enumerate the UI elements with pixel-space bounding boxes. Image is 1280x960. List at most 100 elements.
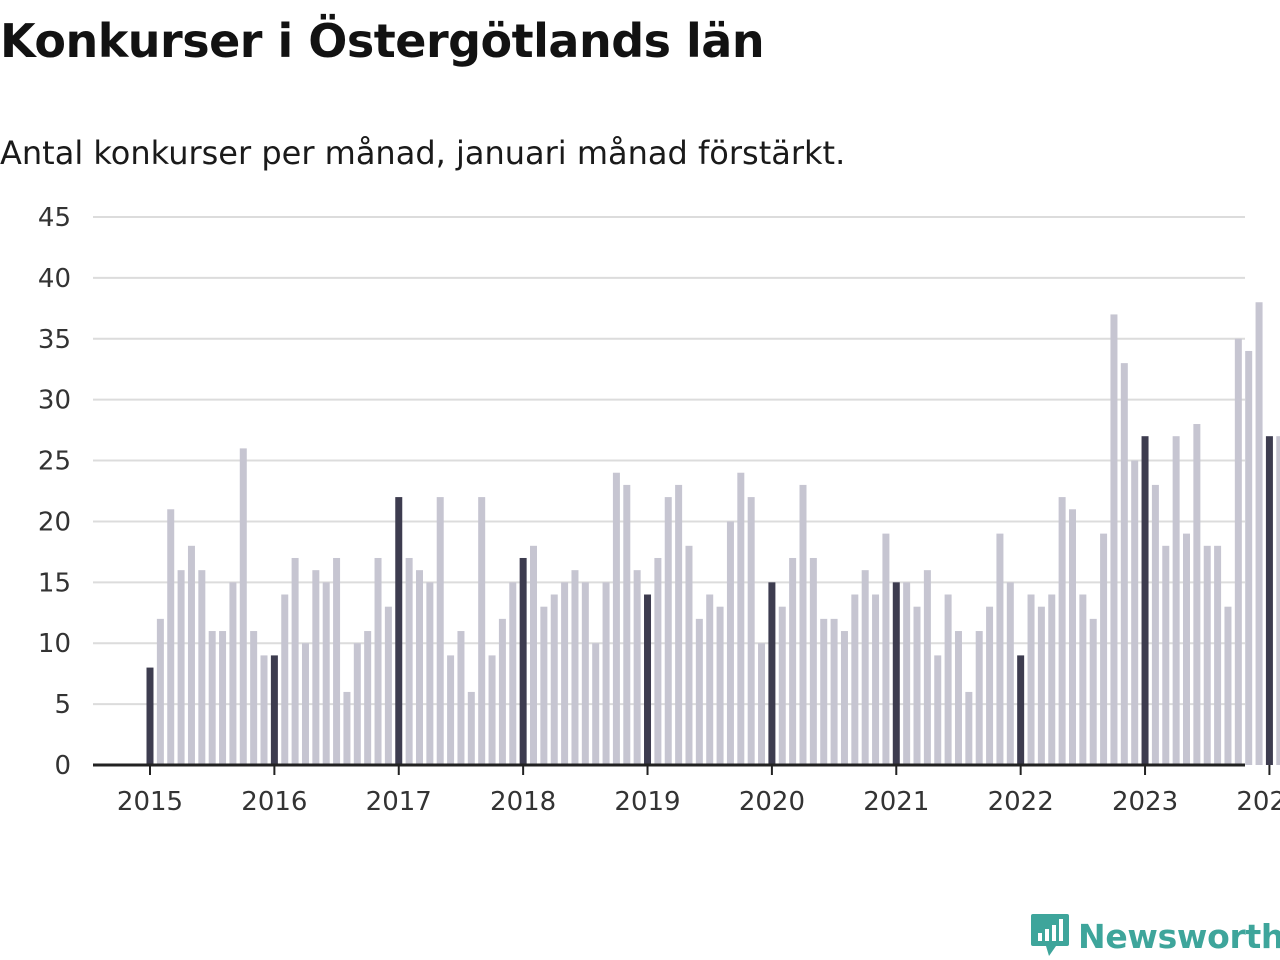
bar-2022-06 <box>1068 509 1076 765</box>
bar-2019-04 <box>675 484 683 765</box>
bar-2024-01 <box>1265 436 1273 765</box>
bar-2023-02 <box>1151 484 1159 765</box>
y-tick-label: 15 <box>38 568 71 598</box>
bar-2022-10 <box>1110 314 1118 765</box>
bar-2018-02 <box>530 545 537 765</box>
bar-2020-08 <box>840 631 848 765</box>
x-tick-label: 2024 <box>1236 787 1280 817</box>
bar-2021-03 <box>913 606 921 765</box>
bar-2017-01 <box>395 497 403 765</box>
x-axis <box>93 763 1271 775</box>
bar-2021-09 <box>975 631 983 765</box>
bar-2023-03 <box>1162 545 1170 765</box>
bar-2016-11 <box>374 557 382 765</box>
newsworthy-logo: Newsworthy <box>1030 910 1280 960</box>
bar-2015-06 <box>198 570 206 765</box>
bar-2021-02 <box>903 582 911 765</box>
bar-2016-06 <box>322 582 330 765</box>
x-tick-label: 2023 <box>1112 787 1178 817</box>
bar-2018-09 <box>602 582 610 765</box>
bar-2018-11 <box>623 484 631 765</box>
bar-2023-10 <box>1234 338 1242 765</box>
bar-2016-01 <box>270 655 278 765</box>
x-tick-label: 2020 <box>739 787 805 817</box>
bar-2019-06 <box>695 618 703 765</box>
bar-2018-03 <box>540 606 548 765</box>
bar-2016-04 <box>301 643 309 765</box>
bar-2016-07 <box>333 557 341 765</box>
bar-2019-08 <box>716 606 724 765</box>
bar-2021-12 <box>1006 582 1014 765</box>
bar-2022-07 <box>1079 594 1087 765</box>
x-tick-label: 2016 <box>241 787 307 817</box>
bar-2018-07 <box>581 582 589 765</box>
bar-2017-11 <box>498 618 506 765</box>
bar-2017-08 <box>467 691 475 765</box>
bars <box>146 302 1280 765</box>
x-tick-label: 2015 <box>117 787 183 817</box>
bar-2017-06 <box>447 655 455 765</box>
y-tick-label: 5 <box>54 690 71 720</box>
bar-2015-08 <box>219 631 227 765</box>
bar-2021-07 <box>954 631 962 765</box>
bar-2022-12 <box>1131 460 1139 765</box>
bar-2022-05 <box>1058 497 1066 765</box>
bar-2017-12 <box>509 582 517 765</box>
brand-name: Newsworthy <box>1078 916 1280 956</box>
bar-2021-04 <box>923 570 931 765</box>
x-tick-label: 2018 <box>490 787 556 817</box>
bar-2020-02 <box>778 606 786 765</box>
bar-2023-07 <box>1203 545 1211 765</box>
bar-2021-06 <box>944 594 952 765</box>
y-tick-label: 40 <box>38 264 71 294</box>
bar-2022-03 <box>1037 606 1045 765</box>
y-tick-label: 45 <box>38 203 71 233</box>
y-axis-tick-labels: 0 5 10 15 20 25 30 35 40 45 <box>38 203 71 781</box>
bar-2023-04 <box>1172 436 1180 765</box>
x-tick-label: 2019 <box>614 787 680 817</box>
bar-chart-speech-bubble-icon <box>1030 910 1070 960</box>
bar-2020-09 <box>851 594 859 765</box>
bar-2015-11 <box>250 631 258 765</box>
y-tick-label: 10 <box>38 629 71 659</box>
bar-2020-06 <box>820 618 828 765</box>
bar-2023-01 <box>1141 436 1149 765</box>
bar-2019-02 <box>654 557 662 765</box>
bar-2021-10 <box>986 606 994 765</box>
bar-2022-01 <box>1017 655 1025 765</box>
bar-2015-10 <box>239 448 247 765</box>
bar-2016-08 <box>343 691 351 765</box>
bar-2019-12 <box>758 643 766 765</box>
bar-2022-02 <box>1027 594 1035 765</box>
bar-2019-10 <box>737 472 745 765</box>
bar-2020-01 <box>768 582 776 765</box>
bar-2017-04 <box>426 582 434 765</box>
bar-2019-09 <box>726 521 734 765</box>
bar-2020-12 <box>882 533 890 765</box>
bar-2018-08 <box>592 643 600 765</box>
y-tick-label: 35 <box>38 325 71 355</box>
y-tick-label: 30 <box>38 386 71 416</box>
bar-2019-11 <box>747 497 755 765</box>
bar-2017-09 <box>478 497 486 765</box>
bar-2015-09 <box>229 582 237 765</box>
bar-2022-04 <box>1048 594 1056 765</box>
bar-2022-08 <box>1089 618 1097 765</box>
y-tick-label: 0 <box>54 751 71 781</box>
bar-2023-08 <box>1214 545 1222 765</box>
bar-2018-10 <box>612 472 620 765</box>
bar-2018-06 <box>571 570 579 765</box>
bar-2020-11 <box>872 594 880 765</box>
bar-2016-10 <box>364 631 372 765</box>
bar-2016-02 <box>281 594 289 765</box>
bar-2019-05 <box>685 545 693 765</box>
bar-2023-09 <box>1224 606 1232 765</box>
bar-2022-11 <box>1120 363 1128 765</box>
bar-2023-11 <box>1245 350 1253 765</box>
chart-title: Konkurser i Östergötlands län <box>0 14 765 68</box>
bar-2017-02 <box>405 557 413 765</box>
bar-2018-05 <box>561 582 569 765</box>
bar-2018-04 <box>550 594 558 765</box>
y-tick-label: 25 <box>38 447 71 477</box>
